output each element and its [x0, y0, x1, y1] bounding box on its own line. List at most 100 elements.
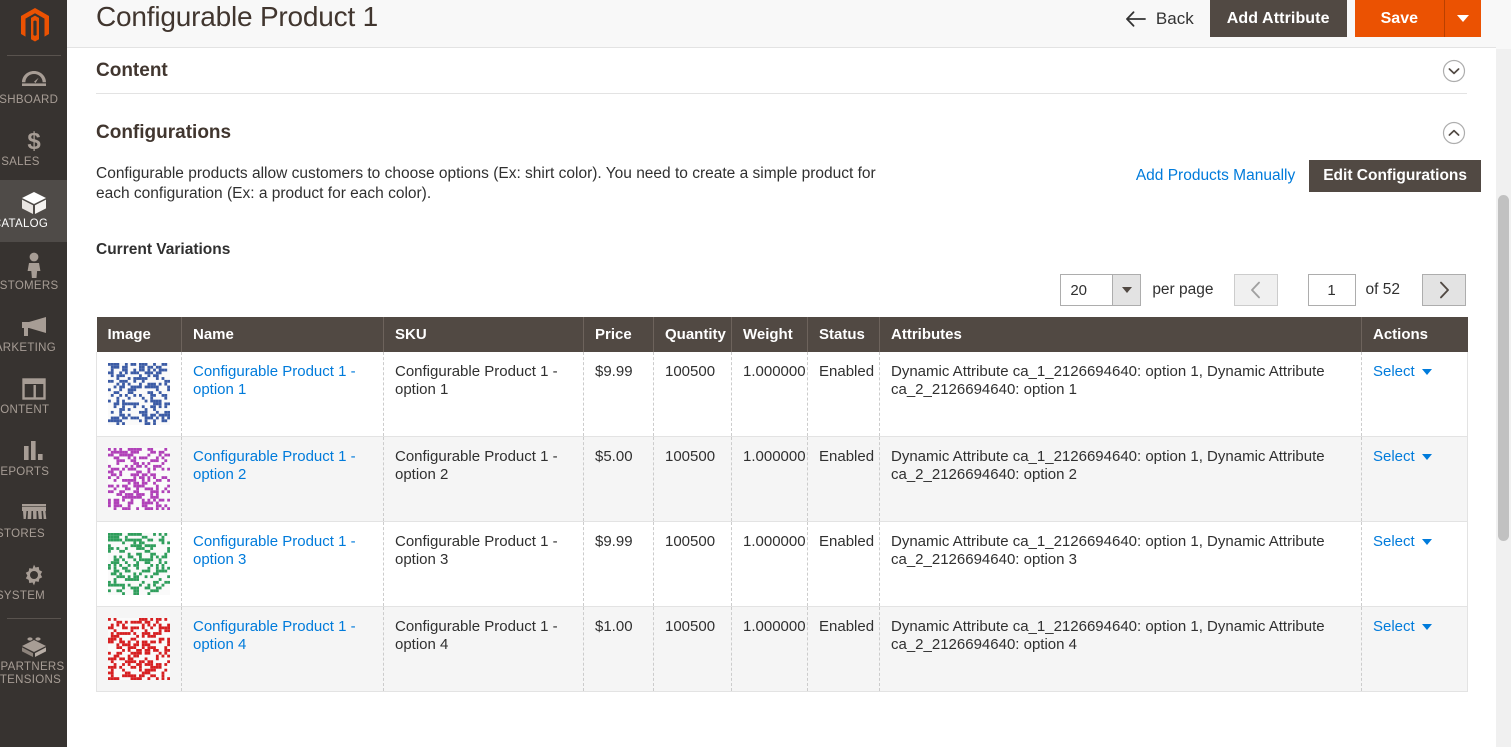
product-status-cell: Enabled — [807, 606, 880, 692]
sidebar-item-stores[interactable]: STORES — [0, 490, 67, 552]
column-header-image[interactable]: Image — [96, 317, 182, 352]
status-badge: Enabled — [819, 618, 875, 635]
section-configurations-title: Configurations — [96, 122, 232, 143]
row-actions-label: Select — [1373, 618, 1415, 635]
gear-icon — [22, 562, 46, 588]
sidebar-item-label: CONTENT — [0, 404, 50, 416]
chevron-up-circle-icon[interactable] — [1442, 121, 1466, 145]
product-sku-cell: Configurable Product 1 - option 3 — [383, 521, 584, 607]
product-price: $1.00 — [595, 618, 633, 635]
sidebar-item-reports[interactable]: REPORTS — [0, 428, 67, 490]
product-quantity-cell: 100500 — [653, 352, 732, 437]
section-gap — [67, 94, 1496, 110]
vertical-scrollbar-thumb[interactable] — [1498, 195, 1509, 541]
product-thumbnail — [108, 448, 170, 510]
add-attribute-button[interactable]: Add Attribute — [1209, 0, 1347, 37]
product-actions-cell: Select — [1361, 436, 1468, 522]
product-thumbnail — [108, 363, 170, 425]
sidebar-item-dashboard[interactable]: DASHBOARD — [0, 56, 67, 118]
column-header-attributes[interactable]: Attributes — [879, 317, 1362, 352]
product-price: $9.99 — [595, 363, 633, 380]
product-name-cell: Configurable Product 1 - option 4 — [181, 606, 384, 692]
main-navigation-sidebar: DASHBOARD $ SALES CATALOG — [0, 0, 67, 747]
product-name-cell: Configurable Product 1 - option 1 — [181, 352, 384, 437]
product-name-link[interactable]: Configurable Product 1 - option 3 — [193, 533, 356, 568]
table-row: Configurable Product 1 - option 2 Configu… — [96, 436, 1468, 522]
table-row: Configurable Product 1 - option 1 Configu… — [96, 352, 1468, 437]
section-configurations[interactable]: Configurations — [96, 110, 1467, 156]
product-status-cell: Enabled — [807, 352, 880, 437]
next-page-button[interactable] — [1422, 274, 1466, 306]
product-sku: Configurable Product 1 - option 4 — [395, 618, 558, 653]
product-price: $5.00 — [595, 448, 633, 465]
product-thumbnail-cell — [96, 521, 182, 607]
product-sku-cell: Configurable Product 1 - option 1 — [383, 352, 584, 437]
svg-text:$: $ — [27, 128, 41, 154]
table-header: Image Name SKU Price Quantity Weight Sta… — [96, 317, 1468, 352]
dollar-sign-icon: $ — [26, 128, 42, 154]
column-header-status[interactable]: Status — [807, 317, 880, 352]
per-page-dropdown-toggle[interactable] — [1112, 274, 1142, 306]
row-actions-select[interactable]: Select — [1373, 363, 1432, 381]
add-products-manually-link[interactable]: Add Products Manually — [1135, 167, 1296, 184]
vertical-scrollbar-track[interactable] — [1496, 49, 1511, 747]
caret-down-icon — [1421, 538, 1432, 545]
product-thumbnail — [108, 618, 170, 680]
row-actions-label: Select — [1373, 533, 1415, 550]
magento-logo[interactable] — [0, 0, 67, 50]
sidebar-item-find-partners-extensions[interactable]: FIND PARTNERS & EXTENSIONS — [0, 625, 67, 687]
product-price-cell: $9.99 — [583, 352, 654, 437]
row-actions-select[interactable]: Select — [1373, 618, 1432, 636]
product-price-cell: $9.99 — [583, 521, 654, 607]
chevron-right-icon — [1440, 281, 1449, 299]
column-header-quantity[interactable]: Quantity — [653, 317, 732, 352]
sidebar-item-catalog[interactable]: CATALOG — [0, 180, 67, 242]
box-package-icon — [20, 190, 48, 216]
sidebar-item-content[interactable]: CONTENT — [0, 366, 67, 428]
chevron-down-circle-icon[interactable] — [1442, 59, 1466, 83]
sidebar-divider — [6, 618, 61, 619]
product-attributes: Dynamic Attribute ca_1_2126694640: optio… — [891, 363, 1325, 398]
sidebar-item-system[interactable]: SYSTEM — [0, 552, 67, 614]
product-weight-cell: 1.000000 — [731, 521, 808, 607]
column-header-weight[interactable]: Weight — [731, 317, 808, 352]
page-content: Content Configurations Configurable prod… — [67, 48, 1496, 747]
previous-page-button[interactable] — [1233, 274, 1278, 306]
product-weight-cell: 1.000000 — [731, 606, 808, 692]
sidebar-item-marketing[interactable]: MARKETING — [0, 304, 67, 366]
column-header-name[interactable]: Name — [181, 317, 384, 352]
column-header-price[interactable]: Price — [583, 317, 654, 352]
sidebar-item-label: DASHBOARD — [0, 94, 59, 106]
sidebar-item-customers[interactable]: CUSTOMERS — [0, 242, 67, 304]
current-page-input[interactable] — [1307, 274, 1356, 306]
product-quantity-cell: 100500 — [653, 436, 732, 522]
per-page-value: 20 — [1060, 274, 1113, 306]
sidebar-item-sales[interactable]: $ SALES — [0, 118, 67, 180]
row-actions-select[interactable]: Select — [1373, 448, 1432, 466]
table-header-row: Image Name SKU Price Quantity Weight Sta… — [96, 317, 1468, 352]
save-options-toggle[interactable] — [1445, 0, 1481, 37]
column-header-sku[interactable]: SKU — [383, 317, 584, 352]
per-page-select[interactable]: 20 — [1060, 274, 1142, 306]
column-header-actions: Actions — [1361, 317, 1468, 352]
row-actions-label: Select — [1373, 448, 1415, 465]
product-quantity: 100500 — [665, 448, 716, 465]
table-body: Configurable Product 1 - option 1 Configu… — [96, 352, 1468, 692]
back-button[interactable]: Back — [1119, 0, 1210, 37]
product-price: $9.99 — [595, 533, 633, 550]
product-name-link[interactable]: Configurable Product 1 - option 2 — [193, 448, 356, 483]
product-name-link[interactable]: Configurable Product 1 - option 4 — [193, 618, 356, 653]
product-actions-cell: Select — [1361, 352, 1468, 437]
product-weight: 1.000000 — [743, 363, 806, 380]
save-button[interactable]: Save — [1354, 0, 1445, 37]
caret-down-icon — [1457, 15, 1469, 22]
product-thumbnail-cell — [96, 606, 182, 692]
product-name-cell: Configurable Product 1 - option 2 — [181, 436, 384, 522]
product-attributes-cell: Dynamic Attribute ca_1_2126694640: optio… — [879, 352, 1362, 437]
product-sku: Configurable Product 1 - option 1 — [395, 363, 558, 398]
edit-configurations-button[interactable]: Edit Configurations — [1309, 160, 1481, 192]
product-attributes-cell: Dynamic Attribute ca_1_2126694640: optio… — [879, 436, 1362, 522]
product-name-link[interactable]: Configurable Product 1 - option 1 — [193, 363, 356, 398]
section-content[interactable]: Content — [96, 48, 1467, 94]
row-actions-select[interactable]: Select — [1373, 533, 1432, 551]
